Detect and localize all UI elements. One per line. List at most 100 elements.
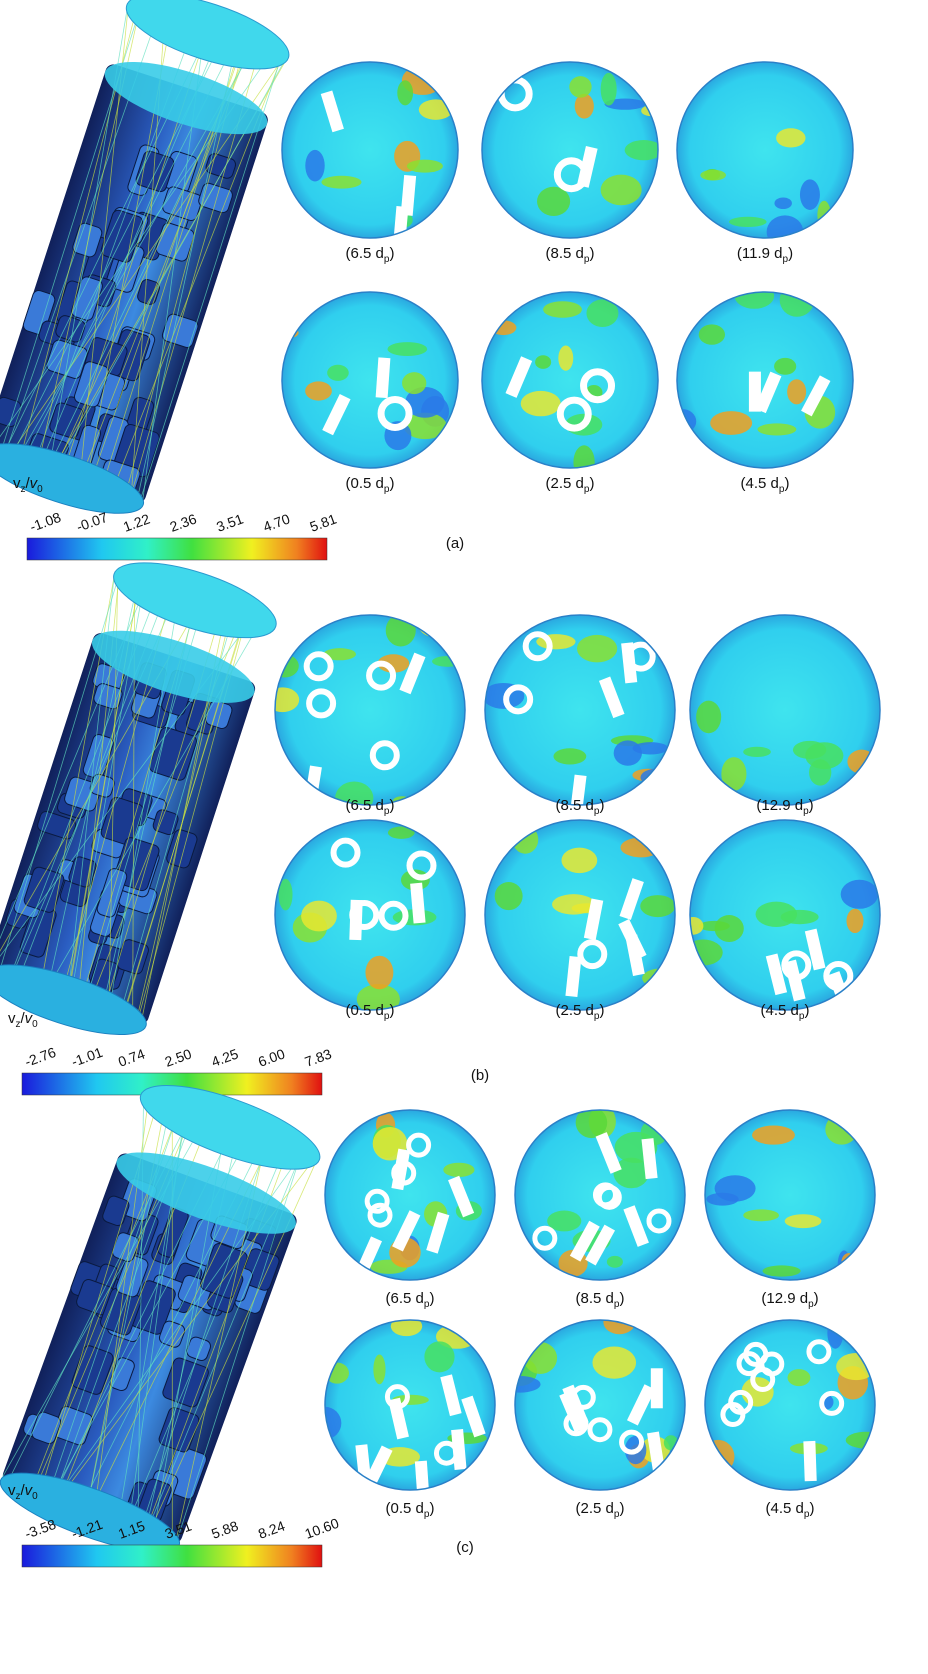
slice-disk [275, 615, 465, 805]
colorbar-tick-label: 3.51 [214, 510, 245, 534]
contour-blob [305, 381, 332, 400]
slice-label: (0.5 dp) [346, 475, 395, 495]
slice-contour [499, 1310, 685, 1490]
contour-blob [373, 1355, 385, 1385]
slice-label: (0.5 dp) [386, 1500, 435, 1520]
colorbar-title-part: 0 [32, 1491, 38, 1502]
contour-blob [592, 1347, 636, 1379]
panel: (6.5 dp) (8.5 dp) (12.9 dp) (0.5 dp) (2.5 dp… [0, 1069, 887, 1568]
contour-blob [787, 379, 806, 404]
contour-blob [321, 176, 361, 189]
slice-label-part: (4.5 d [766, 1500, 804, 1517]
contour-blob [521, 391, 561, 416]
slice-label-part: (12.9 d [756, 797, 803, 814]
contour-blob [684, 940, 723, 966]
contour-blob [327, 365, 349, 381]
slice-contour [705, 1110, 875, 1280]
packed-bed-render [0, 547, 284, 1048]
slice-label: (2.5 dp) [576, 1500, 625, 1520]
slice: (6.5 dp) [266, 607, 465, 817]
contour-blob [640, 895, 675, 917]
slice: (12.9 dp) [685, 609, 880, 817]
colorbar-tick-label: -2.76 [23, 1044, 59, 1070]
slice-contour [275, 820, 465, 1016]
contour-blob [417, 607, 456, 638]
slice-label-part: ) [804, 1002, 809, 1019]
contour-blob [785, 1214, 822, 1228]
slice-label: (8.5 dp) [576, 1290, 625, 1310]
contour-blob [601, 175, 642, 206]
slice: (2.5 dp) [482, 292, 658, 495]
contour-blob [482, 59, 502, 92]
contour-blob [729, 217, 766, 227]
slice: (11.9 dp) [677, 62, 853, 265]
contour-blob [776, 128, 805, 147]
slice: (6.5 dp) [325, 1110, 495, 1310]
slice-label-part: (6.5 d [346, 245, 384, 262]
contour-blob [402, 372, 426, 394]
slice-contour [485, 820, 682, 1010]
contour-blob [607, 1256, 623, 1268]
slice-label-part: (0.5 d [346, 1002, 384, 1019]
slice: (4.5 dp) [668, 283, 853, 495]
contour-blob [552, 894, 595, 914]
slice-label-part: ) [429, 1290, 434, 1307]
colorbar-tick-label: 2.36 [168, 510, 199, 534]
contour-blob [699, 324, 725, 344]
slice-label-part: ) [814, 1290, 819, 1307]
slice-label: (6.5 dp) [386, 1290, 435, 1310]
slice-contour [266, 607, 465, 815]
slice-label: (4.5 dp) [741, 475, 790, 495]
contour-blob [553, 748, 586, 764]
colorbar-tick-label: 1.22 [121, 510, 152, 534]
slice-label-part: ) [389, 797, 394, 814]
slice-disk [282, 292, 458, 468]
contour-blob [721, 757, 746, 791]
colorbar-tick-label: 4.25 [209, 1045, 240, 1069]
colorbar-tick-label: -1.01 [69, 1044, 105, 1070]
slice-label-part: ) [809, 797, 814, 814]
slice-label: (6.5 dp) [346, 245, 395, 265]
slice-label-part: ) [389, 1002, 394, 1019]
packed-bed-render [0, 0, 297, 528]
slice-label-part: (8.5 d [556, 797, 594, 814]
panel: (6.5 dp) (8.5 dp) (11.9 dp) (0.5 dp) (2.5 dp… [0, 0, 853, 560]
contour-blob [642, 968, 682, 988]
slice-label-part: (0.5 d [386, 1500, 424, 1517]
contour-blob [788, 1369, 811, 1386]
packed-bed-render [0, 1069, 329, 1568]
contour-blob [305, 150, 324, 182]
slice-contour [677, 62, 853, 248]
contour-blob [601, 73, 617, 106]
contour-blob [805, 742, 843, 769]
slice-label-part: ) [619, 1500, 624, 1517]
slice-label-part: ) [809, 1500, 814, 1517]
slice-label-part: (4.5 d [741, 475, 779, 492]
contour-blob [757, 423, 796, 435]
contour-blob [752, 1125, 795, 1144]
slice-label-part: (6.5 d [386, 1290, 424, 1307]
contour-blob [847, 750, 875, 774]
slice-label-part: (8.5 d [546, 245, 584, 262]
contour-blob [365, 956, 393, 989]
contour-blob [577, 635, 617, 662]
particle-section [349, 900, 362, 940]
contour-blob [683, 917, 704, 935]
slice-label-part: ) [389, 245, 394, 262]
slice: (8.5 dp) [482, 59, 663, 265]
slice-label: (8.5 dp) [546, 245, 595, 265]
slice-label-part: ) [589, 245, 594, 262]
colorbar-tick-label: -0.07 [74, 509, 110, 535]
slice: (12.9 dp) [705, 1110, 875, 1310]
colorbar-title-part: 0 [32, 1019, 38, 1030]
slice-label-part: ) [389, 475, 394, 492]
contour-blob [774, 197, 791, 209]
colorbar [22, 1545, 322, 1567]
slice-contour [309, 1316, 495, 1501]
colorbar [27, 538, 327, 560]
contour-blob [391, 1316, 422, 1336]
contour-blob [710, 411, 752, 435]
slice-contour [325, 1110, 495, 1280]
slice-label-part: ) [429, 1500, 434, 1517]
contour-blob [301, 901, 337, 932]
